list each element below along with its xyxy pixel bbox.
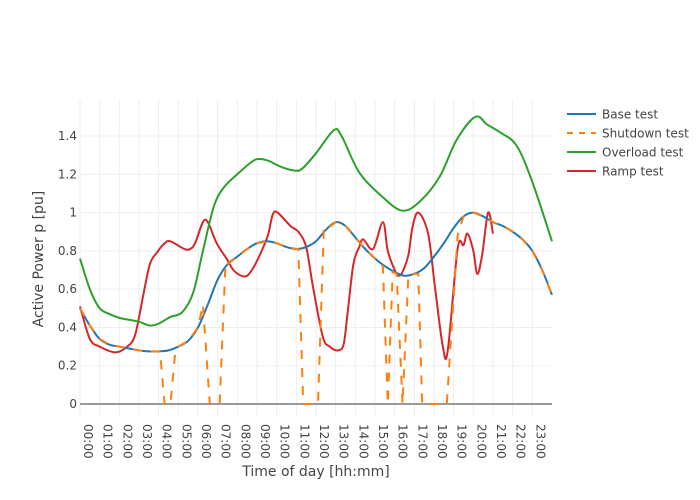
x-tick-label: 18:00 — [435, 424, 449, 459]
legend-label: Base test — [602, 108, 658, 122]
x-tick-label: 19:00 — [455, 424, 469, 459]
y-tick-label: 0 — [69, 397, 77, 411]
x-tick-label: 04:00 — [160, 424, 174, 459]
x-tick-label: 01:00 — [101, 424, 115, 459]
x-tick-label: 15:00 — [376, 424, 390, 459]
x-tick-label: 08:00 — [238, 424, 252, 459]
y-tick-label: 1.2 — [58, 167, 77, 181]
y-tick-label: 0.8 — [58, 244, 77, 258]
x-tick-label: 23:00 — [533, 424, 547, 459]
series-line-ramp-test — [79, 210, 494, 361]
x-tick-label: 03:00 — [140, 424, 154, 459]
x-tick-label: 12:00 — [317, 424, 331, 459]
x-tick-label: 22:00 — [514, 424, 528, 459]
y-tick-label: 0.4 — [58, 320, 77, 334]
x-tick-label: 21:00 — [494, 424, 508, 459]
y-tick-label: 0.6 — [58, 282, 77, 296]
y-tick-label: 0.2 — [58, 359, 77, 373]
x-tick-label: 02:00 — [120, 424, 134, 459]
x-axis-title: Time of day [hh:mm] — [241, 464, 390, 480]
legend-label: Ramp test — [602, 165, 664, 179]
x-axis-ticks: 00:00 01:00 02:00 03:00 04:00 05:00 06:00 07:00… — [81, 424, 547, 459]
legend-item-overload-test[interactable]: Overload test — [567, 146, 684, 160]
x-tick-label: 13:00 — [337, 424, 351, 459]
x-tick-label: 10:00 — [278, 424, 292, 459]
x-tick-label: 14:00 — [356, 424, 370, 459]
x-tick-label: 00:00 — [81, 424, 95, 459]
x-tick-label: 06:00 — [199, 424, 213, 459]
legend-item-shutdown-test[interactable]: Shutdown test — [567, 127, 689, 141]
series-line-overload-test — [79, 115, 553, 327]
x-tick-label: 16:00 — [396, 424, 410, 459]
legend-item-ramp-test[interactable]: Ramp test — [567, 165, 664, 179]
x-tick-label: 07:00 — [219, 424, 233, 459]
legend[interactable]: Base test Shutdown test Overload test Ramp … — [567, 108, 689, 179]
y-axis-ticks: 0 0.2 0.4 0.6 0.8 1 1.2 1.4 — [58, 129, 77, 411]
legend-item-base-test[interactable]: Base test — [567, 108, 658, 122]
x-tick-label: 11:00 — [297, 424, 311, 459]
x-tick-label: 09:00 — [258, 424, 272, 459]
y-tick-label: 1 — [69, 206, 77, 220]
y-tick-label: 1.4 — [58, 129, 77, 143]
y-axis-title: Active Power p [pu] — [31, 191, 47, 328]
legend-label: Overload test — [602, 146, 684, 160]
series-layer — [79, 115, 553, 405]
x-tick-label: 20:00 — [474, 424, 488, 459]
x-tick-label: 17:00 — [415, 424, 429, 459]
series-line-shutdown-test — [79, 211, 553, 405]
x-tick-label: 05:00 — [179, 424, 193, 459]
legend-label: Shutdown test — [602, 127, 689, 141]
